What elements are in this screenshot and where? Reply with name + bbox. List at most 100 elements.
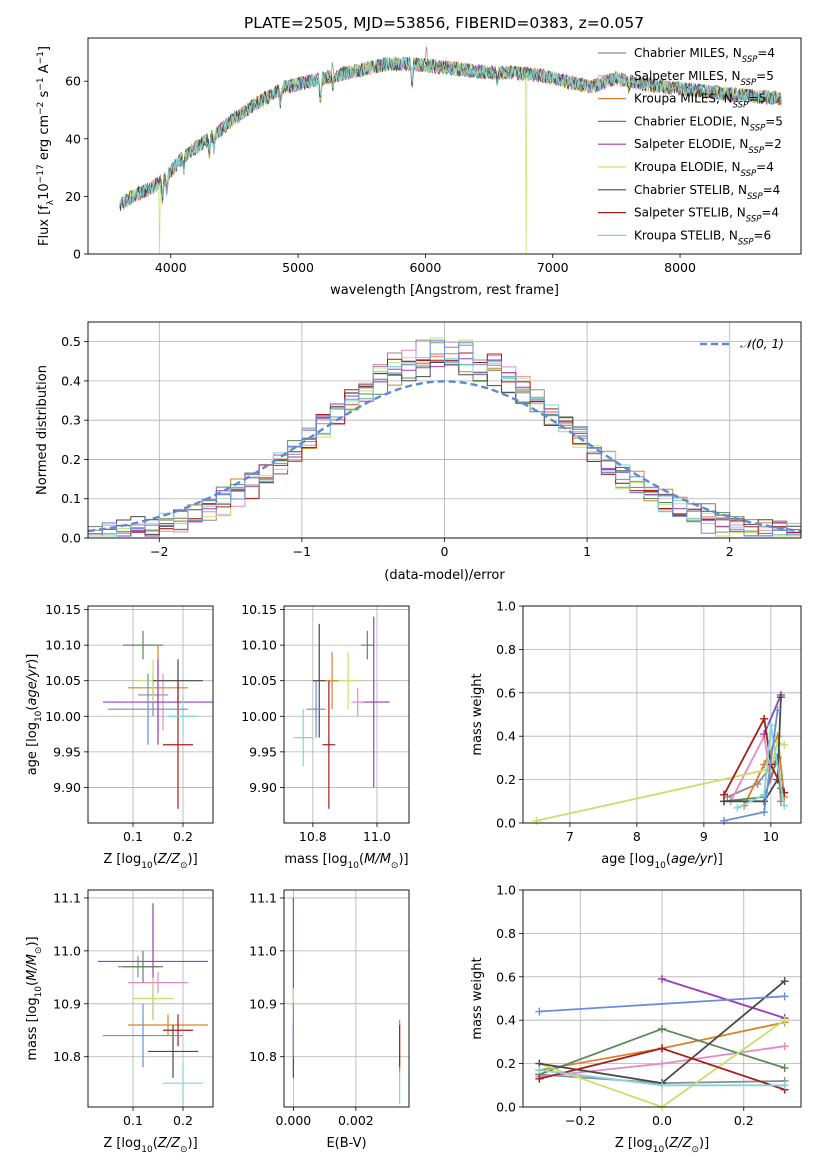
y-tick-label: 10.05: [241, 673, 277, 688]
weight-point: [780, 740, 789, 749]
legend-entry: 𝒩(0, 1): [740, 337, 784, 351]
y-tick-label: 0.1: [61, 491, 81, 506]
x-tick-label: 7: [566, 829, 574, 844]
x-axis-label: mass [log10(M/M⊙)]: [284, 852, 408, 871]
y-tick-label: 0.3: [61, 413, 81, 428]
y-tick-label: 0.0: [496, 1100, 516, 1115]
weight-series-5: [661, 978, 785, 1019]
x-tick-label: 8000: [664, 260, 696, 275]
x-axis-label: Z [log10(Z/Z⊙)]: [103, 1136, 197, 1155]
x-axis-label: (data-model)/error: [384, 568, 505, 583]
age-vs-mass-panel: 10.8 11.0 9.90 9.95 10.00 10.05 10.10 10.15 mass…: [241, 602, 410, 871]
x-tick-label: 0.2: [173, 1113, 193, 1128]
mass-vs-ebv-panel: 0.000 0.002 10.8 10.9 11.0 11.1 E(B-V): [249, 889, 410, 1151]
y-tick-label: 10.8: [53, 1049, 81, 1064]
x-tick-label: −0.2: [565, 1113, 595, 1128]
x-tick-label: 0.0: [652, 1113, 672, 1128]
y-tick-label: 1.0: [496, 883, 516, 898]
y-tick-label: 0.4: [496, 1013, 516, 1028]
spectrum-series-7: [119, 57, 782, 211]
y-tick-label: 1.0: [496, 599, 516, 614]
weight-point: [776, 693, 785, 702]
y-tick-label: 0.8: [496, 926, 516, 941]
y-tick-label: 10.10: [241, 638, 277, 653]
x-tick-label: 11.0: [363, 829, 391, 844]
legend-entry: Kroupa ELODIE, NSSP=4: [634, 160, 774, 179]
weight-point: [658, 1059, 666, 1068]
weight-point: [780, 1016, 789, 1025]
x-tick-label: 0.2: [173, 829, 193, 844]
weight-series-10: [723, 710, 779, 822]
y-axis-label: mass [log10(M/M⊙)]: [25, 936, 44, 1060]
y-tick-label: 10.15: [241, 602, 277, 617]
weight-series-5: [763, 694, 782, 735]
y-tick-label: 20: [65, 189, 81, 204]
y-tick-label: 10.8: [249, 1049, 277, 1064]
legend-entry: Salpeter MILES, NSSP=5: [634, 69, 774, 88]
weight-point: [780, 1081, 789, 1090]
weight-point: [760, 714, 769, 723]
x-tick-label: −2: [150, 544, 168, 559]
weight-point: [780, 977, 789, 986]
x-tick-label: 1: [583, 544, 591, 559]
y-axis-label: Flux [fλ10−17 erg cm−2 s−1 A−1]: [36, 46, 56, 246]
weight-point: [760, 808, 769, 817]
weight-series-9: [737, 725, 786, 809]
axes-frame: [87, 37, 802, 255]
y-axis-label: Normed distribution: [35, 365, 50, 495]
axes-frame: [87, 889, 214, 1108]
y-tick-label: 11.1: [249, 890, 277, 905]
x-tick-label: 4000: [155, 260, 187, 275]
weight-point: [733, 803, 742, 812]
x-tick-label: 7000: [537, 260, 569, 275]
y-tick-label: 40: [65, 131, 81, 146]
x-axis-label: Z [log10(Z/Z⊙)]: [615, 1136, 709, 1155]
residuals-panel: −2 −1 0 1 2 0.0 0.1 0.2 0.3 0.4 0.5 𝒩(0, 1) (data-mo…: [35, 321, 802, 583]
mass-weight-vs-metallicity-panel: −0.2 0.0 0.2 0.0 0.2 0.4 0.6 0.8 1.0 Z [log10(Z/Z…: [470, 883, 802, 1155]
y-tick-label: 10.9: [53, 996, 81, 1011]
legend-entry: Chabrier STELIB, NSSP=4: [634, 183, 780, 202]
y-tick-label: 10.00: [241, 709, 277, 724]
x-tick-label: 0.002: [338, 1113, 374, 1128]
mass-weight-vs-age-panel: 7 8 9 10 0.0 0.2 0.4 0.6 0.8 1.0 age [log10(age/yr…: [470, 599, 802, 871]
legend-entry: Kroupa MILES, NSSP=5: [634, 92, 766, 111]
axes-frame: [87, 321, 802, 539]
weight-point: [658, 1024, 666, 1033]
weight-point: [658, 1081, 666, 1090]
spectrum-series-9: [119, 55, 782, 207]
weight-series-3: [743, 732, 786, 806]
y-tick-label: 10.10: [45, 638, 81, 653]
weight-point: [766, 721, 775, 730]
weight-point: [532, 816, 541, 825]
weight-series-10: [539, 995, 785, 1013]
x-tick-label: 10: [763, 829, 779, 844]
y-tick-label: 9.95: [53, 744, 81, 759]
x-tick-label: 0: [441, 544, 449, 559]
y-tick-label: 0.6: [496, 969, 516, 984]
y-axis-label: age [log10(age/yr)]: [25, 654, 44, 776]
x-tick-label: −1: [293, 544, 311, 559]
weight-point: [773, 738, 782, 747]
legend-entry: Chabrier ELODIE, NSSP=5: [634, 114, 783, 133]
weight-point: [658, 974, 666, 983]
weight-point: [719, 816, 728, 825]
x-tick-label: 0.000: [275, 1113, 311, 1128]
weight-point: [658, 1044, 666, 1053]
y-axis-label: mass weight: [470, 673, 485, 755]
y-tick-label: 9.95: [249, 744, 277, 759]
y-tick-label: 0.0: [496, 816, 516, 831]
axes-frame: [522, 889, 802, 1108]
axes-frame: [283, 605, 410, 824]
y-tick-label: 10.00: [45, 709, 81, 724]
axes-frame: [87, 605, 214, 824]
axes-frame: [283, 889, 410, 1108]
legend-entry: Chabrier MILES, NSSP=4: [634, 46, 775, 65]
legend-entry: Salpeter ELODIE, NSSP=2: [634, 137, 782, 156]
weight-point: [535, 1074, 544, 1083]
weight-point: [780, 1042, 789, 1051]
x-tick-label: 6000: [409, 260, 441, 275]
x-axis-label: Z [log10(Z/Z⊙)]: [103, 852, 197, 871]
y-tick-label: 0.8: [496, 642, 516, 657]
age-vs-metallicity-panel: 0.1 0.2 9.90 9.95 10.00 10.05 10.10 10.15 Z [log…: [25, 602, 214, 871]
